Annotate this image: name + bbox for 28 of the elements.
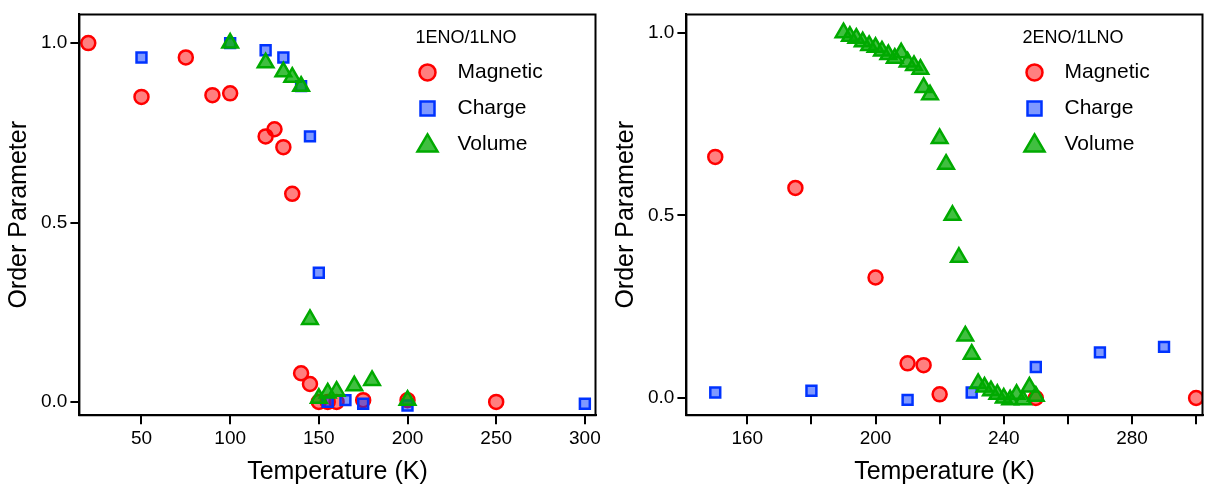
x-tick-label: 240 [987, 426, 1020, 448]
legend-label: Volume [457, 131, 528, 155]
x-tick-label: 150 [302, 426, 335, 448]
y-tick-label: 0.5 [40, 210, 68, 232]
legend-label: Magnetic [1064, 59, 1150, 83]
legend-title: 2ENO/1LNO [1022, 27, 1124, 48]
x-tick-label: 280 [1116, 426, 1148, 448]
y-axis-title: Order Parameter [2, 121, 31, 309]
legend-label: Volume [1064, 131, 1135, 155]
x-tick-label: 200 [391, 426, 424, 448]
x-axis-title: Temperature (K) [854, 455, 1035, 484]
x-axis-title: Temperature (K) [247, 455, 428, 484]
y-tick-label: 1.0 [647, 20, 675, 42]
legend-label: Charge [457, 95, 527, 119]
x-tick-label: 50 [130, 426, 153, 448]
x-tick-label: 100 [214, 426, 247, 448]
legend-title: 1ENO/1LNO [415, 27, 517, 48]
x-tick-label: 300 [569, 426, 601, 448]
y-tick-label: 0.5 [647, 203, 675, 225]
y-tick-label: 0.0 [40, 390, 68, 412]
x-tick-label: 160 [731, 426, 764, 448]
y-axis-title: Order Parameter [609, 121, 638, 309]
legend-label: Charge [1064, 95, 1134, 119]
y-tick-label: 1.0 [40, 31, 68, 53]
legend-label: Magnetic [457, 59, 543, 83]
y-tick-label: 0.0 [647, 386, 675, 408]
x-tick-label: 200 [859, 426, 892, 448]
x-tick-label: 250 [480, 426, 513, 448]
